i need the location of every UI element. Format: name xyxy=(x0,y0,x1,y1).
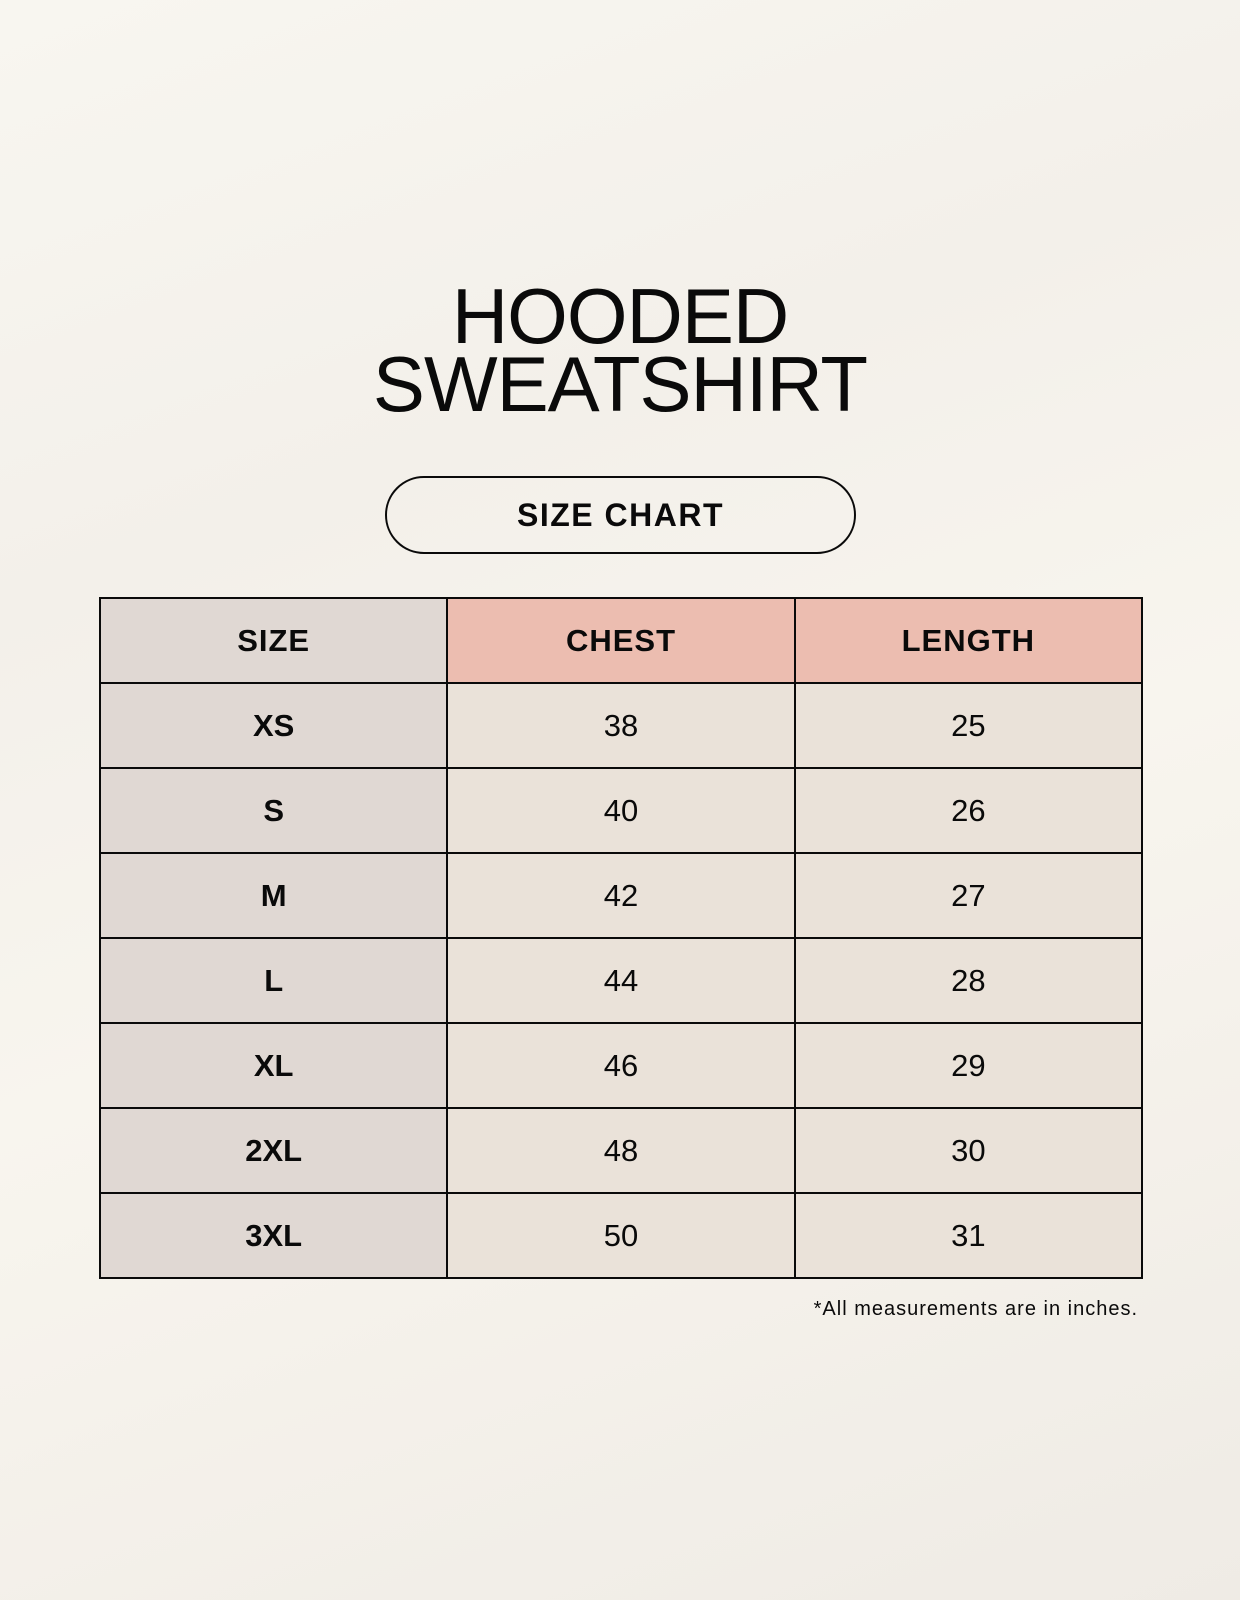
cell-size: M xyxy=(98,852,449,939)
cell-chest: 50 xyxy=(446,1192,796,1279)
size-chart-badge: SIZE CHART xyxy=(385,476,856,554)
cell-chest: 42 xyxy=(446,852,796,939)
cell-chest: 38 xyxy=(446,682,796,769)
cell-size: 2XL xyxy=(98,1107,449,1194)
cell-chest: 48 xyxy=(446,1107,796,1194)
cell-length: 29 xyxy=(793,1022,1144,1109)
header-size: SIZE xyxy=(98,597,449,684)
cell-size: 3XL xyxy=(98,1192,449,1279)
table-row: 2XL 48 30 xyxy=(98,1107,1144,1194)
cell-size: XL xyxy=(98,1022,449,1109)
cell-length: 27 xyxy=(793,852,1144,939)
title-line-2: SWEATSHIRT xyxy=(372,340,868,428)
header-length: LENGTH xyxy=(793,597,1144,684)
header-chest: CHEST xyxy=(446,597,796,684)
table-header-row: SIZE CHEST LENGTH xyxy=(98,597,1144,684)
table-row: XS 38 25 xyxy=(98,682,1144,769)
measurement-note: *All measurements are in inches. xyxy=(813,1298,1138,1320)
size-table: SIZE CHEST LENGTH XS 38 25 S 40 26 M 42 27 L 44 28 X… xyxy=(98,597,1144,1279)
cell-length: 25 xyxy=(793,682,1144,769)
cell-size: S xyxy=(98,767,449,854)
cell-chest: 40 xyxy=(446,767,796,854)
cell-length: 30 xyxy=(793,1107,1144,1194)
page-title: HOODED SWEATSHIRT xyxy=(0,272,1240,428)
cell-chest: 44 xyxy=(446,937,796,1024)
table-row: 3XL 50 31 xyxy=(98,1192,1144,1279)
title-line-1: HOODED xyxy=(451,272,789,360)
cell-length: 28 xyxy=(793,937,1144,1024)
cell-size: XS xyxy=(98,682,449,769)
table-row: XL 46 29 xyxy=(98,1022,1144,1109)
cell-length: 31 xyxy=(793,1192,1144,1279)
table-row: M 42 27 xyxy=(98,852,1144,939)
cell-size: L xyxy=(98,937,449,1024)
table-row: L 44 28 xyxy=(98,937,1144,1024)
table-row: S 40 26 xyxy=(98,767,1144,854)
cell-chest: 46 xyxy=(446,1022,796,1109)
cell-length: 26 xyxy=(793,767,1144,854)
